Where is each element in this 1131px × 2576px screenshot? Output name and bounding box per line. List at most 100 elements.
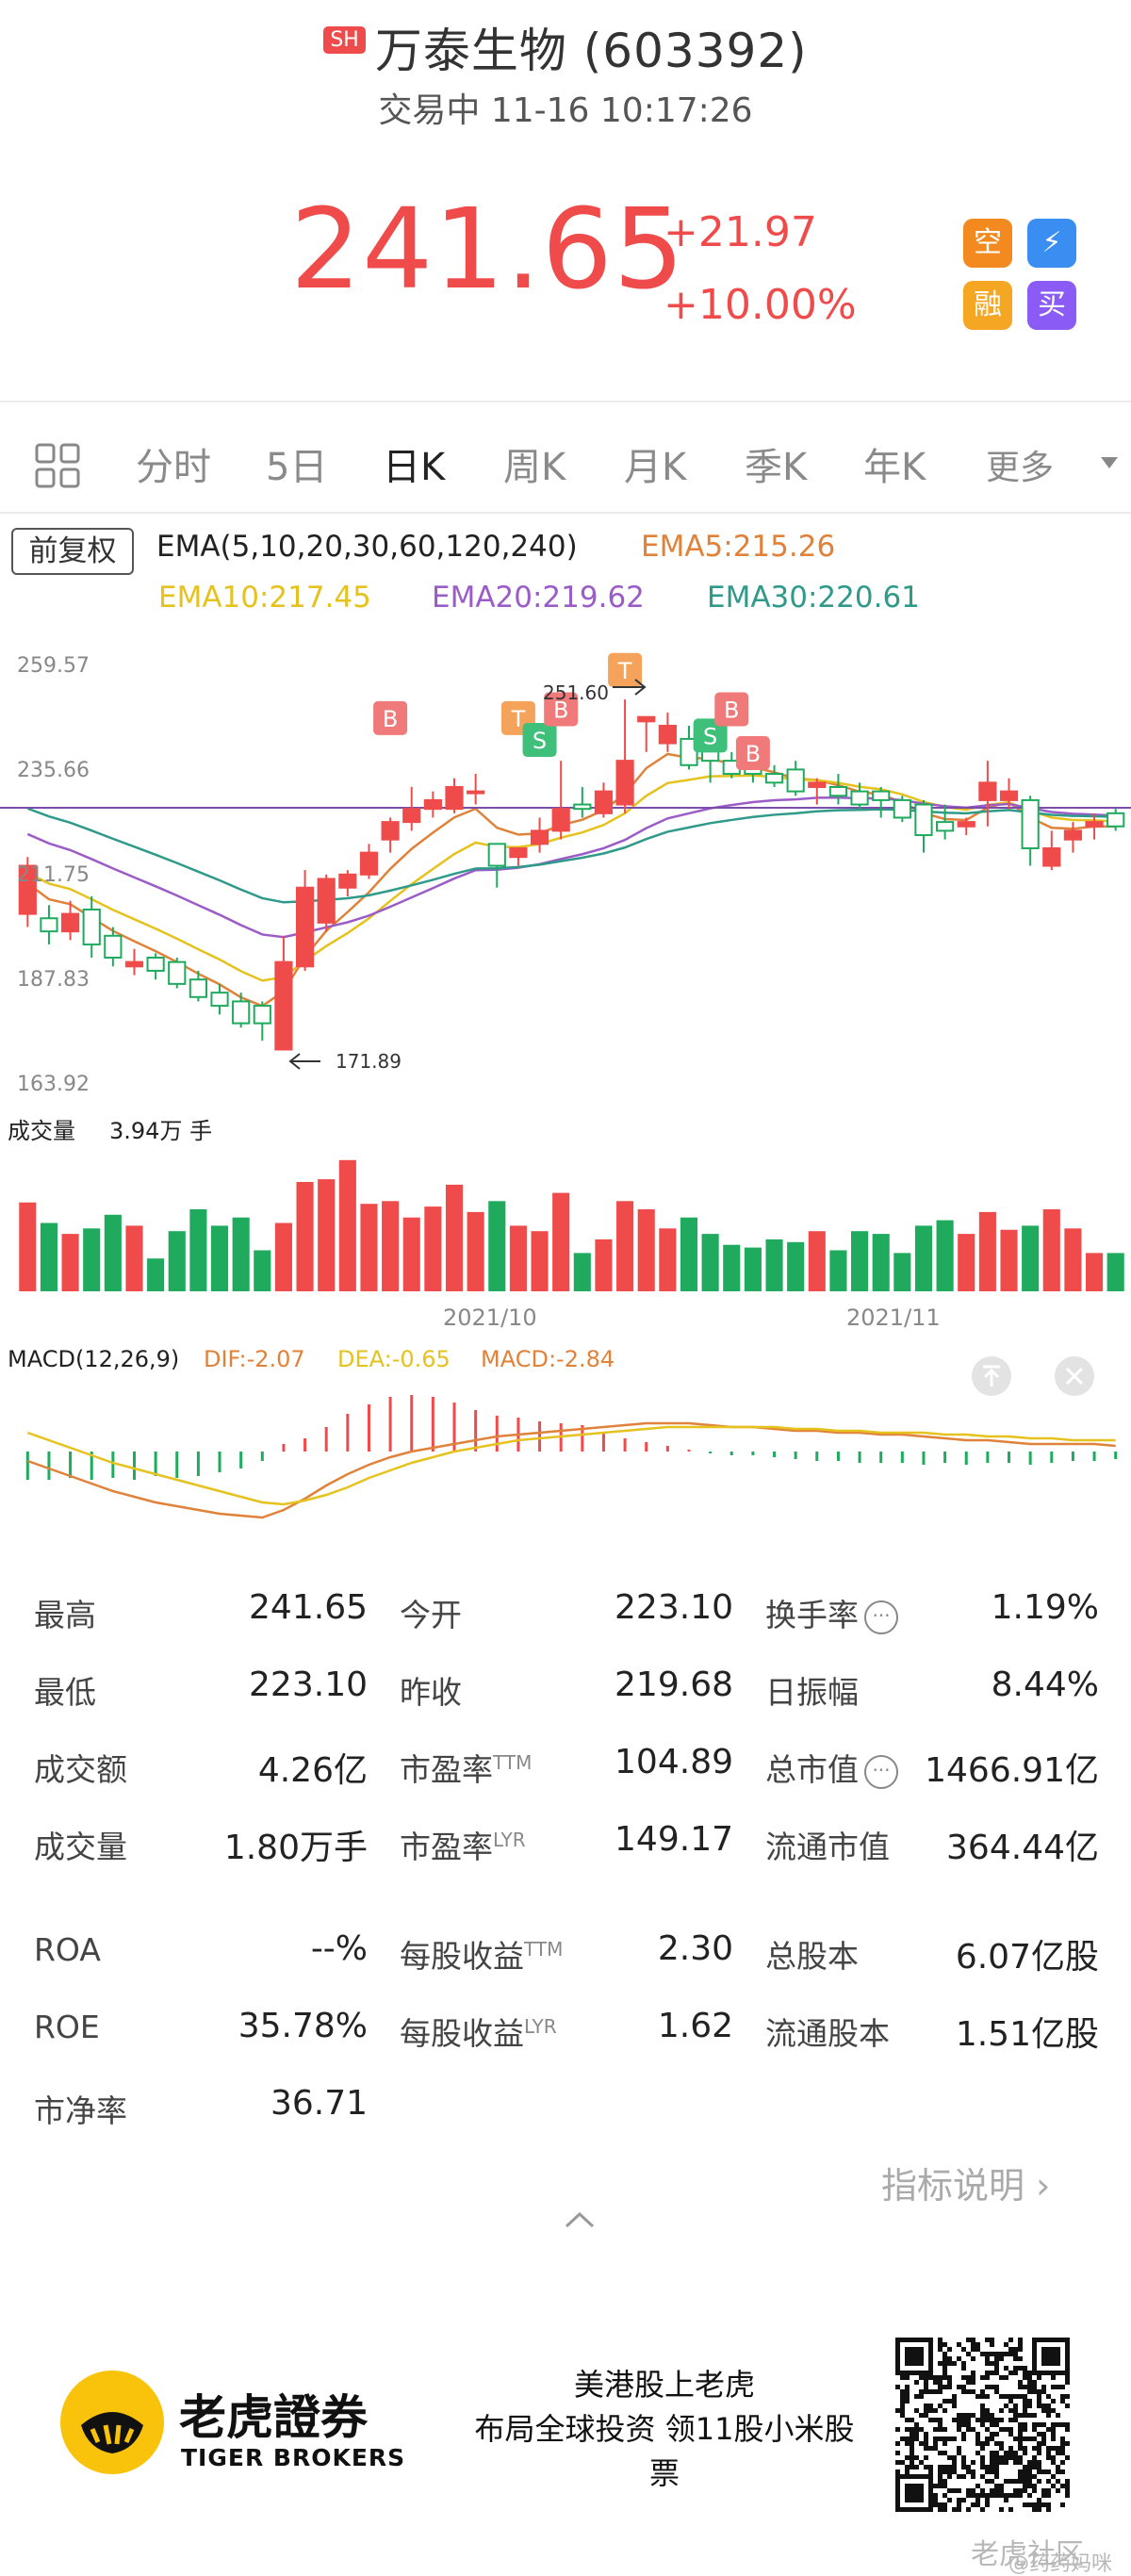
volume-bar <box>509 1225 527 1291</box>
lightning-tag-icon[interactable]: ⚡ <box>1027 219 1076 268</box>
candle-body <box>1063 829 1083 841</box>
volume-bar <box>1022 1225 1040 1291</box>
stat-value: 36.71 <box>270 2084 368 2123</box>
close-icon[interactable] <box>1054 1355 1095 1397</box>
volume-bar <box>893 1253 911 1291</box>
stat-label: 市净率 <box>34 2092 127 2129</box>
ema10-legend: EMA10:217.45 <box>158 581 371 615</box>
tab-weekly-k[interactable]: 周K <box>503 446 566 489</box>
candle-body <box>40 917 58 933</box>
buy-tag-icon[interactable]: 买 <box>1027 281 1076 330</box>
quote-header: SH 万泰生物 (603392) 交易中 11-16 10:17:26 241.6… <box>0 0 1131 396</box>
stat-label: 市盈率TTM <box>400 1751 533 1788</box>
stat-label: 最高 <box>34 1597 96 1633</box>
stat-value: 1.19% <box>991 1588 1099 1627</box>
candle-body <box>999 790 1019 801</box>
grid-icon[interactable] <box>34 442 81 489</box>
volume-bar <box>189 1209 207 1291</box>
ema-line <box>26 752 1116 1008</box>
stat-value: 241.65 <box>249 1588 368 1627</box>
stat-label: 日振幅 <box>765 1674 859 1711</box>
macd-chart[interactable] <box>0 1386 1131 1574</box>
stock-title[interactable]: 万泰生物 (603392) <box>374 24 808 78</box>
volume-bar <box>1106 1253 1124 1291</box>
chevron-down-icon[interactable] <box>1101 457 1118 468</box>
tab-monthly-k[interactable]: 月K <box>624 446 687 489</box>
brand-name-en: TIGER BROKERS <box>181 2444 406 2471</box>
margin-tag-icon[interactable]: 融 <box>963 281 1012 330</box>
trade-marker-label: S <box>533 728 547 754</box>
candle-body <box>914 803 933 837</box>
volume-bar <box>552 1192 570 1291</box>
pin-top-icon[interactable] <box>971 1355 1012 1397</box>
macd-line <box>26 1421 1116 1519</box>
stat-label: 流通股本 <box>765 2015 890 2052</box>
info-icon[interactable]: ··· <box>864 1754 898 1789</box>
stat-label: 最低 <box>34 1674 96 1711</box>
tab-quarterly-k[interactable]: 季K <box>745 446 808 489</box>
tab-more[interactable]: 更多 <box>986 449 1055 487</box>
volume-bar <box>488 1201 506 1291</box>
macd-params: MACD(12,26,9) <box>8 1346 180 1372</box>
stat-value: 6.07亿股 <box>955 1938 1099 1977</box>
stat-value: 4.26亿 <box>257 1751 368 1790</box>
volume-bar <box>744 1247 762 1291</box>
candle-body <box>445 785 464 811</box>
candle-body <box>808 781 827 788</box>
stat-label: 今开 <box>400 1597 462 1633</box>
volume-value: 3.94万 手 <box>109 1118 212 1144</box>
volume-bar <box>382 1201 400 1291</box>
volume-bar <box>402 1217 420 1291</box>
slogan-line: 美港股上老虎 <box>573 2367 755 2403</box>
short-sell-tag-icon[interactable]: 空 <box>963 219 1012 268</box>
stat-label: 流通市值 <box>765 1829 890 1865</box>
stat-label: 总股本 <box>765 1938 859 1975</box>
stat-value: 1.51亿股 <box>955 2015 1099 2054</box>
tab-yearly-k[interactable]: 年K <box>863 446 926 489</box>
low-price-label: 171.89 <box>336 1050 402 1073</box>
volume-title: 成交量 <box>8 1118 75 1144</box>
stat-value: 364.44亿 <box>946 1829 1099 1867</box>
volume-bar <box>680 1217 698 1291</box>
dea-legend: DEA:-0.65 <box>337 1346 451 1372</box>
candle-body <box>637 715 656 723</box>
volume-bar <box>467 1211 484 1291</box>
adjust-button[interactable]: 前复权 <box>11 528 134 575</box>
volume-bar <box>936 1220 954 1291</box>
y-tick: 163.92 <box>17 1073 90 1096</box>
candle-body <box>615 760 634 806</box>
volume-bar <box>573 1253 591 1291</box>
volume-bar <box>296 1182 314 1291</box>
candle-body <box>104 934 123 960</box>
qr-code[interactable] <box>895 2338 1070 2512</box>
volume-bar <box>61 1234 79 1291</box>
stat-label: 市盈率LYR <box>400 1829 526 1865</box>
trade-marker-label: T <box>511 706 526 732</box>
y-tick: 235.66 <box>17 759 90 782</box>
stat-label: 昨收 <box>400 1674 462 1711</box>
trade-marker <box>693 718 728 753</box>
trade-marker <box>544 692 579 727</box>
volume-bar <box>274 1222 292 1291</box>
volume-bar <box>1000 1229 1018 1291</box>
y-tick: 259.57 <box>17 654 90 678</box>
stat-value: 223.10 <box>249 1665 368 1704</box>
candle-body <box>317 878 336 924</box>
candle-body <box>253 1005 271 1025</box>
chevron-up-icon[interactable] <box>564 2210 596 2229</box>
indicator-explanation-link[interactable]: 指标说明 › <box>881 2165 1051 2207</box>
candle-body <box>957 821 975 828</box>
stat-label: 每股收益TTM <box>400 1938 564 1975</box>
tab-intraday[interactable]: 分时 <box>136 446 211 489</box>
volume-bar <box>445 1184 464 1291</box>
info-icon[interactable]: ··· <box>864 1600 898 1634</box>
volume-bar <box>787 1241 805 1291</box>
stat-value: 1.80万手 <box>223 1829 368 1867</box>
candle-body <box>786 768 805 793</box>
tab-daily-k[interactable]: 日K <box>383 446 446 489</box>
tab-5day[interactable]: 5日 <box>266 446 328 489</box>
candle-body <box>936 821 955 832</box>
candle-body <box>487 843 506 867</box>
candle-body <box>594 790 614 814</box>
